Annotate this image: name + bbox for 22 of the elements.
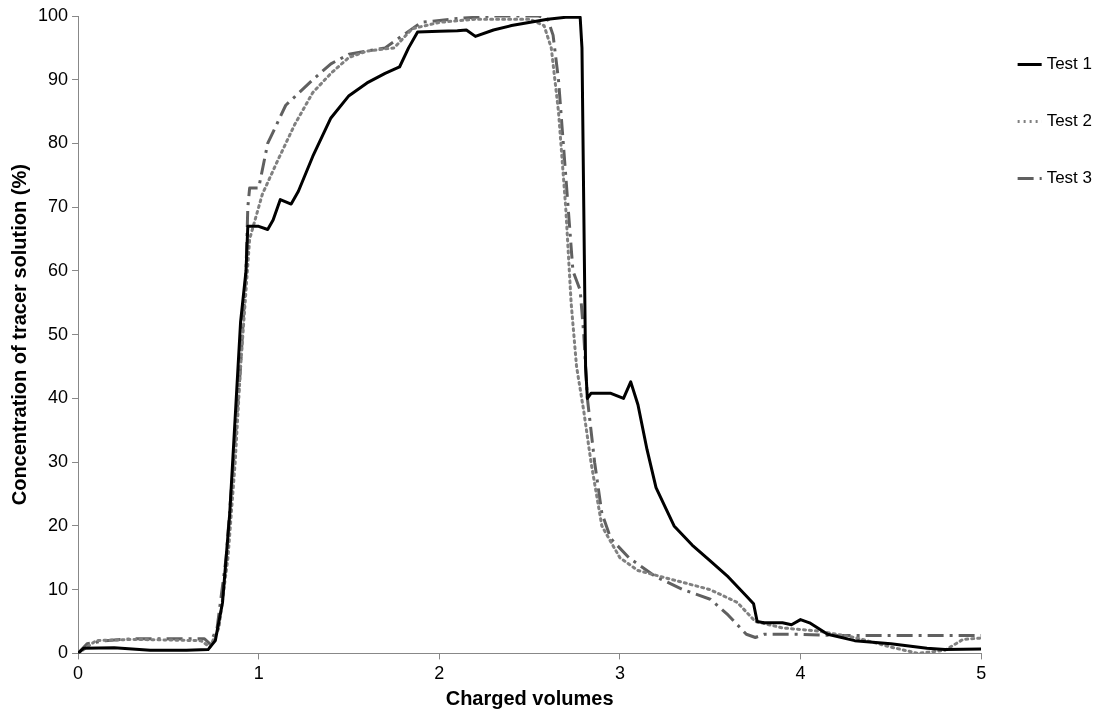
x-tick-label: 3 [614, 663, 625, 684]
x-tick-label: 2 [434, 663, 445, 684]
x-tick-label: 5 [976, 663, 987, 684]
legend-label: Test 2 [1046, 111, 1092, 131]
legend-label: Test 1 [1046, 54, 1092, 74]
x-tick-label: 0 [73, 663, 84, 684]
y-tick-label: 60 [48, 259, 69, 280]
y-tick-label: 30 [48, 451, 69, 472]
y-axis-title: Concentration of tracer solution (%) [7, 164, 30, 506]
legend-label: Test 3 [1046, 168, 1092, 188]
y-tick-label: 50 [48, 323, 69, 344]
y-tick-label: 70 [48, 196, 69, 217]
y-tick-label: 100 [37, 4, 69, 25]
y-tick-label: 20 [48, 514, 69, 535]
x-axis-title: Charged volumes [445, 686, 614, 709]
y-tick-label: 40 [48, 387, 69, 408]
y-tick-label: 90 [48, 68, 69, 89]
y-tick-label: 0 [58, 642, 69, 663]
x-tick-label: 4 [795, 663, 806, 684]
x-tick-label: 1 [253, 663, 264, 684]
y-tick-label: 80 [48, 132, 69, 153]
y-tick-label: 10 [48, 578, 69, 599]
